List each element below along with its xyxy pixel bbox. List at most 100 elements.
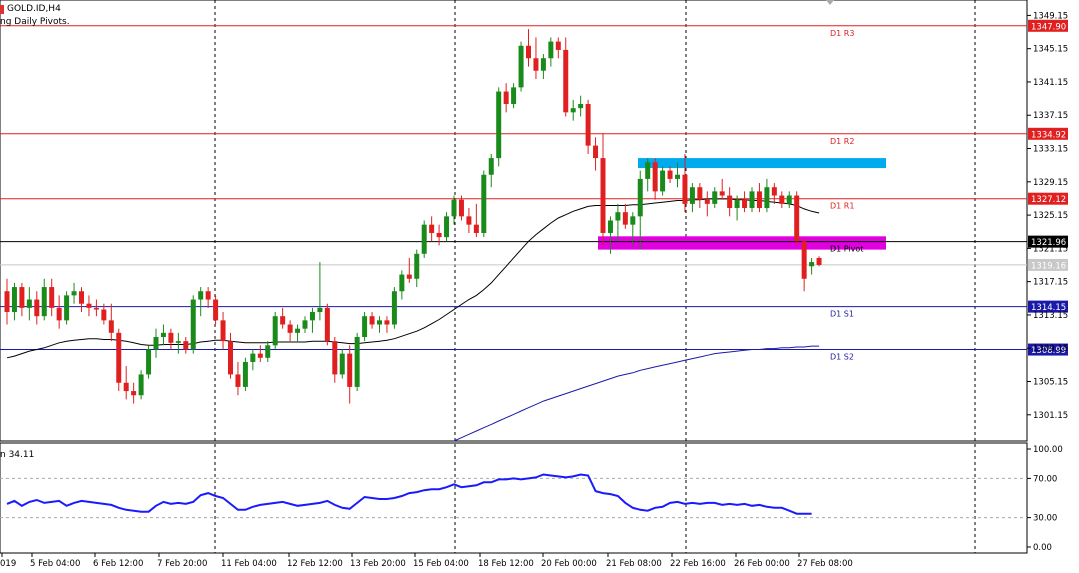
candle-body	[116, 332, 122, 383]
price-tick-label: 1349.15	[1033, 11, 1068, 21]
candle-body	[533, 58, 539, 71]
candle-body	[34, 299, 40, 317]
candle-body	[168, 332, 174, 343]
candle-body	[377, 320, 382, 325]
time-tick-label: 12 Feb 12:00	[287, 559, 343, 569]
candle-body	[742, 199, 748, 209]
pivot-label: D1 S2	[830, 353, 854, 362]
candle-body	[637, 178, 643, 217]
candle-body	[19, 287, 25, 308]
candle-body	[71, 291, 77, 296]
candle-body	[615, 212, 621, 221]
candle-body	[712, 191, 718, 204]
candle-body	[86, 303, 92, 308]
candle-body	[213, 299, 219, 321]
candle-body	[56, 307, 62, 321]
main-pane-frame	[0, 0, 1028, 442]
candle-body	[354, 336, 360, 387]
candle-body	[481, 174, 487, 233]
candle-body	[607, 220, 613, 233]
support-zone[interactable]	[598, 236, 886, 250]
candle-body	[309, 312, 315, 321]
candle-body	[429, 224, 435, 233]
candle-body	[332, 341, 338, 375]
rsi-tick-label: 100.00	[1033, 445, 1063, 455]
candle-body	[436, 232, 442, 238]
candle-body	[324, 307, 330, 342]
candle-body	[317, 307, 323, 313]
time-tick-label: 18 Feb 12:00	[478, 559, 534, 569]
resistance-zone[interactable]	[638, 158, 886, 169]
candle-body	[675, 174, 680, 179]
candle-body	[600, 158, 606, 233]
candle-body	[347, 353, 353, 387]
time-tick-label: 22 Feb 16:00	[670, 559, 726, 569]
price-tick-label: 1321.15	[1033, 244, 1068, 254]
chart-shift-marker[interactable]	[826, 0, 834, 5]
symbol-color-icon	[0, 5, 4, 14]
candle-body	[451, 199, 457, 217]
time-tick-label: 20 Feb 00:00	[541, 559, 597, 569]
candle-body	[399, 274, 405, 292]
bid-tag: 1319.16	[1031, 261, 1066, 271]
pivot-label: D1 R3	[830, 29, 854, 38]
price-tick-label: 1329.15	[1033, 178, 1068, 188]
candle-body	[660, 170, 666, 192]
candle-body	[26, 299, 32, 308]
price-tick-label: 1325.15	[1033, 211, 1068, 221]
time-tick-label: 7 Feb 20:00	[157, 559, 207, 569]
candle-body	[570, 108, 576, 113]
candle-body	[421, 224, 427, 254]
pivot-label: D1 R2	[830, 137, 854, 146]
candle-body	[131, 391, 137, 396]
price-tick-label: 1305.15	[1033, 378, 1068, 388]
chart-header: GOLD.ID,H4 ng Daily Pivots.	[0, 0, 70, 29]
candle-body	[265, 345, 271, 358]
candle-body	[406, 274, 412, 279]
ma-slow-line	[453, 345, 820, 442]
candle-body	[242, 361, 248, 387]
candle-body	[138, 374, 144, 396]
candle-body	[391, 291, 397, 325]
pivot-label: D1 S1	[830, 310, 854, 319]
candle-body	[108, 320, 114, 333]
candle-body	[466, 216, 472, 225]
candle-body	[183, 341, 189, 350]
time-tick-label: 5 Feb 04:00	[30, 559, 80, 569]
candle-body	[749, 191, 755, 209]
candle-body	[384, 320, 390, 325]
price-tick-label: 1301.15	[1033, 411, 1068, 421]
time-tick-label: 27 Feb 08:00	[797, 559, 853, 569]
time-tick-label: 13 Feb 20:00	[350, 559, 406, 569]
candle-body	[756, 191, 762, 209]
indicator-name: ng Daily Pivots.	[0, 17, 70, 27]
price-tick-label: 1345.15	[1033, 45, 1068, 55]
price-tick-label: 1337.15	[1033, 111, 1068, 121]
rsi-pane-frame	[0, 442, 1028, 554]
candle-body	[93, 307, 99, 310]
candle-body	[555, 41, 561, 50]
candle-body	[593, 145, 599, 159]
time-tick-label: 6 Feb 12:00	[93, 559, 143, 569]
price-tag: 1321.96	[1031, 238, 1066, 248]
candle-body	[220, 320, 226, 342]
candle-body	[287, 324, 293, 333]
candle-body	[257, 353, 263, 358]
candle-body	[64, 295, 70, 321]
pivot-label: D1 R1	[830, 202, 854, 211]
candle-body	[771, 187, 777, 196]
candle-body	[250, 353, 256, 362]
candle-body	[734, 199, 740, 209]
price-tick-label: 1341.15	[1033, 78, 1068, 88]
candle-body	[496, 91, 502, 159]
candle-body	[622, 212, 628, 225]
candle-body	[4, 291, 10, 313]
candle-body	[719, 191, 725, 196]
price-tick-label: 1309.15	[1033, 344, 1068, 354]
candle-body	[518, 45, 524, 88]
candle-body	[101, 309, 107, 321]
candle-body	[458, 199, 464, 217]
time-tick-label: 019	[0, 559, 16, 569]
rsi-tick-label: 70.00	[1033, 474, 1057, 484]
